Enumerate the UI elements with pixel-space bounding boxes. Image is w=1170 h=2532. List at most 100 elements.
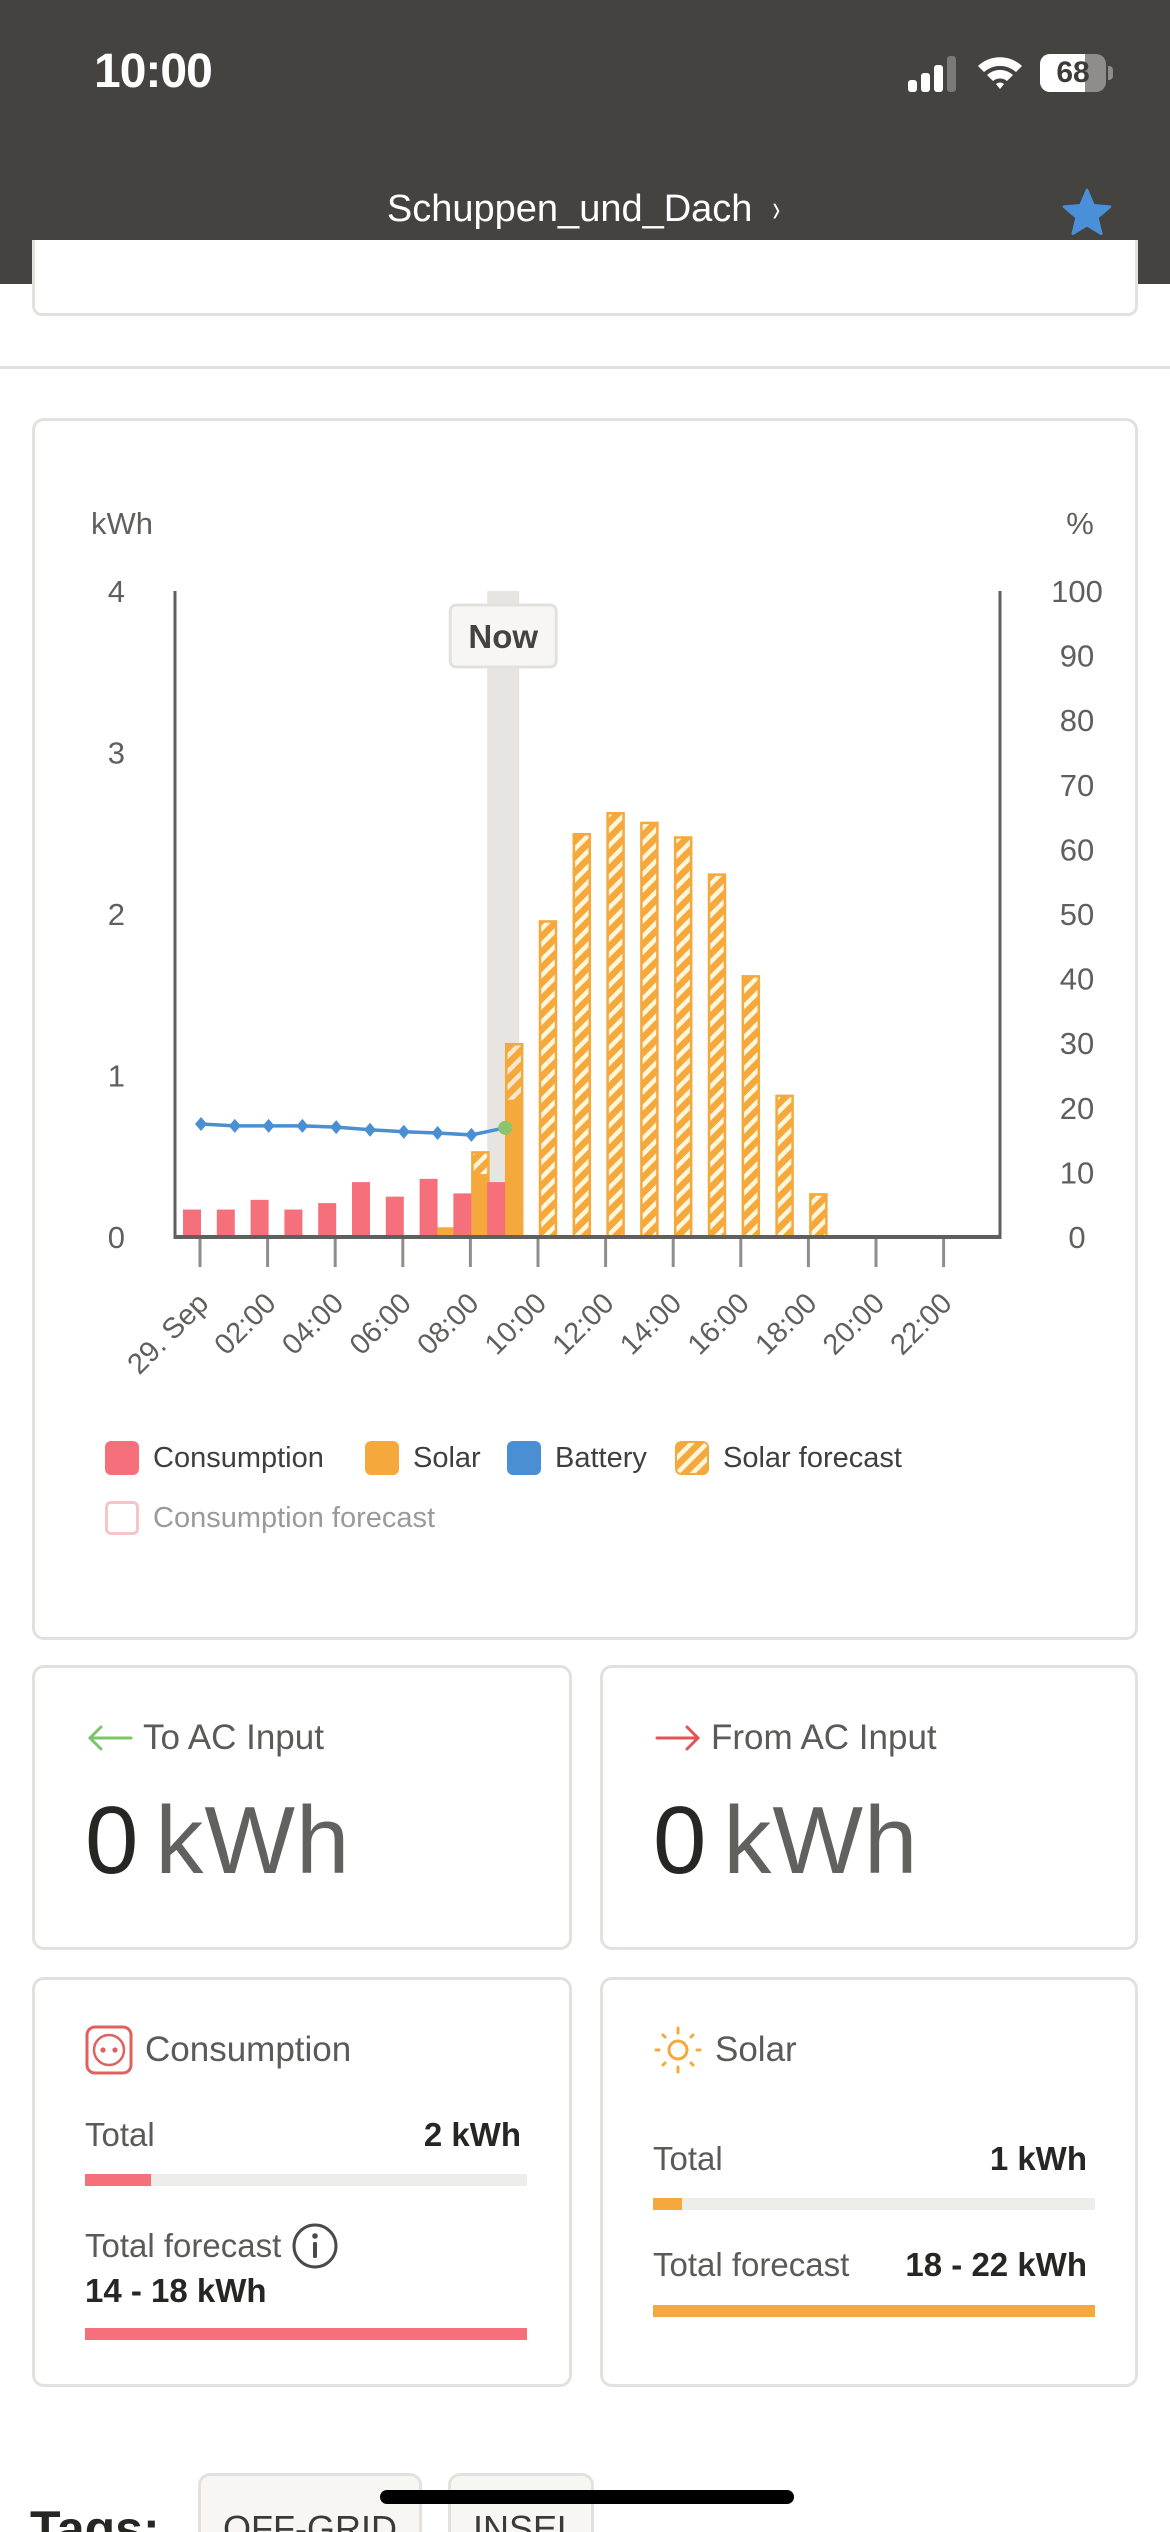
battery-point — [262, 1118, 275, 1133]
y-tick-label-right: 100 — [1051, 574, 1103, 609]
to-ac-input-card: To AC Input 0 kWh — [32, 1665, 572, 1950]
consumption-forecast-row: Total forecast — [85, 2222, 339, 2270]
battery-point — [364, 1122, 376, 1137]
now-label: Now — [468, 618, 538, 655]
legend-consumption[interactable]: Consumption — [105, 1441, 324, 1475]
x-tick-label: 02:00 — [209, 1287, 283, 1361]
battery-point — [228, 1118, 241, 1133]
y-tick-label-right: 70 — [1060, 768, 1094, 803]
arrow-right-icon — [655, 1725, 701, 1751]
legend-label: Battery — [555, 1441, 647, 1474]
legend-consumption-forecast[interactable]: Consumption forecast — [105, 1501, 435, 1535]
y-tick-label-left: 2 — [108, 897, 125, 932]
chevron-right-icon: › — [772, 188, 781, 230]
solar-forecast-bar — [538, 920, 558, 1239]
from-ac-input-card: From AC Input 0 kWh — [600, 1665, 1138, 1950]
consumption-card: Consumption Total 2 kWh Total forecast 1… — [32, 1977, 572, 2387]
consumption-title-label: Consumption — [145, 2030, 352, 2069]
arrow-left-icon — [87, 1725, 133, 1751]
solar-forecast-value: 18 - 22 kWh — [905, 2246, 1087, 2283]
cellular-signal-icon — [908, 56, 958, 92]
battery-level — [1040, 54, 1085, 92]
y-tick-label-right: 50 — [1060, 897, 1094, 932]
solar-forecast-bar — [775, 1094, 794, 1239]
solar-forecast-label: Total forecast — [653, 2246, 850, 2283]
site-title: Schuppen_und_Dach — [386, 188, 753, 230]
y-tick-label-right: 10 — [1060, 1155, 1094, 1190]
solar-bar — [505, 1099, 524, 1237]
x-tick-label: 18:00 — [749, 1287, 823, 1361]
now-label-box — [448, 603, 558, 669]
legend-label: Consumption — [153, 1441, 324, 1474]
consumption-forecast-progress — [85, 2328, 527, 2340]
solar-total-progress — [653, 2198, 1095, 2210]
y-tick-label-right: 0 — [1068, 1220, 1085, 1255]
to-ac-input-title: To AC Input — [85, 1718, 324, 1758]
battery-tip — [1108, 66, 1113, 80]
legend-label: Consumption forecast — [153, 1501, 436, 1534]
y-tick-label-left: 4 — [108, 574, 125, 609]
y-axis-label-right: % — [1066, 506, 1094, 541]
solar-forecast-bar — [809, 1193, 828, 1239]
y-tick-label-right: 80 — [1060, 703, 1094, 738]
y-tick-label-right: 30 — [1060, 1026, 1094, 1061]
legend-label: Solar — [413, 1441, 481, 1474]
y-tick-label-right: 60 — [1060, 832, 1094, 867]
value-unit: kWh — [155, 1787, 351, 1894]
battery-point — [431, 1125, 444, 1140]
progress-fill — [653, 2305, 1095, 2317]
progress-fill — [653, 2198, 682, 2210]
battery-point-now — [498, 1120, 513, 1135]
solar-title: Solar — [653, 2025, 797, 2075]
solar-total-label: Total — [653, 2140, 723, 2177]
x-tick-label: 29. Sep — [122, 1287, 215, 1380]
consumption-bar — [453, 1193, 472, 1237]
y-tick-label-right: 40 — [1060, 962, 1094, 997]
solar-title-label: Solar — [715, 2030, 797, 2069]
solar-forecast-bar — [741, 975, 761, 1239]
y-tick-label-left: 0 — [108, 1220, 125, 1255]
value-number: 0 — [85, 1787, 140, 1894]
consumption-bar — [487, 1182, 506, 1237]
legend-label: Solar forecast — [723, 1441, 902, 1474]
energy-chart[interactable]: kWh % 29. Sep02:0004:0006:0008:0010:0012… — [35, 421, 1135, 1637]
legend-solar-forecast[interactable]: Solar forecast — [675, 1441, 902, 1475]
progress-fill — [85, 2328, 527, 2340]
x-tick-label: 14:00 — [614, 1287, 688, 1361]
site-title-button[interactable]: Schuppen_und_Dach › — [0, 188, 1170, 231]
battery-point — [397, 1124, 410, 1139]
top-bar: 10:00 68 Schuppen_und_Dach › — [0, 0, 1170, 284]
legend-battery[interactable]: Battery — [507, 1441, 647, 1475]
section-divider — [0, 366, 1170, 369]
home-indicator — [380, 2490, 794, 2504]
star-icon[interactable] — [1060, 186, 1114, 240]
status-time: 10:00 — [94, 45, 213, 98]
x-tick-label: 10:00 — [479, 1287, 553, 1361]
consumption-title: Consumption — [85, 2025, 351, 2075]
battery-point — [330, 1120, 343, 1135]
legend-solar[interactable]: Solar — [365, 1441, 481, 1475]
battery-point — [195, 1116, 207, 1131]
consumption-bar — [216, 1209, 235, 1237]
x-tick-label: 12:00 — [547, 1287, 621, 1361]
solar-bar — [437, 1227, 456, 1237]
x-tick-label: 06:00 — [344, 1287, 418, 1361]
consumption-swatch-icon — [105, 1441, 139, 1475]
solar-card: Solar Total 1 kWh Total forecast 18 - 22… — [600, 1977, 1138, 2387]
info-icon[interactable] — [291, 2222, 339, 2270]
consumption-bar — [419, 1178, 438, 1237]
y-tick-label-right: 90 — [1060, 639, 1094, 674]
from-ac-input-value: 0 kWh — [653, 1786, 918, 1896]
x-tick-label: 04:00 — [276, 1287, 350, 1361]
battery-point — [296, 1118, 309, 1133]
consumption-bar — [318, 1203, 337, 1237]
consumption-bar — [352, 1182, 370, 1237]
x-tick-label: 20:00 — [817, 1287, 891, 1361]
progress-fill — [85, 2174, 152, 2186]
wifi-icon — [978, 57, 1022, 89]
y-tick-label-left: 3 — [108, 736, 125, 771]
battery-percent: 68 — [1056, 56, 1090, 89]
consumption-bar — [284, 1209, 303, 1237]
from-ac-input-title: From AC Input — [653, 1718, 937, 1758]
power-socket-icon — [85, 2025, 133, 2075]
